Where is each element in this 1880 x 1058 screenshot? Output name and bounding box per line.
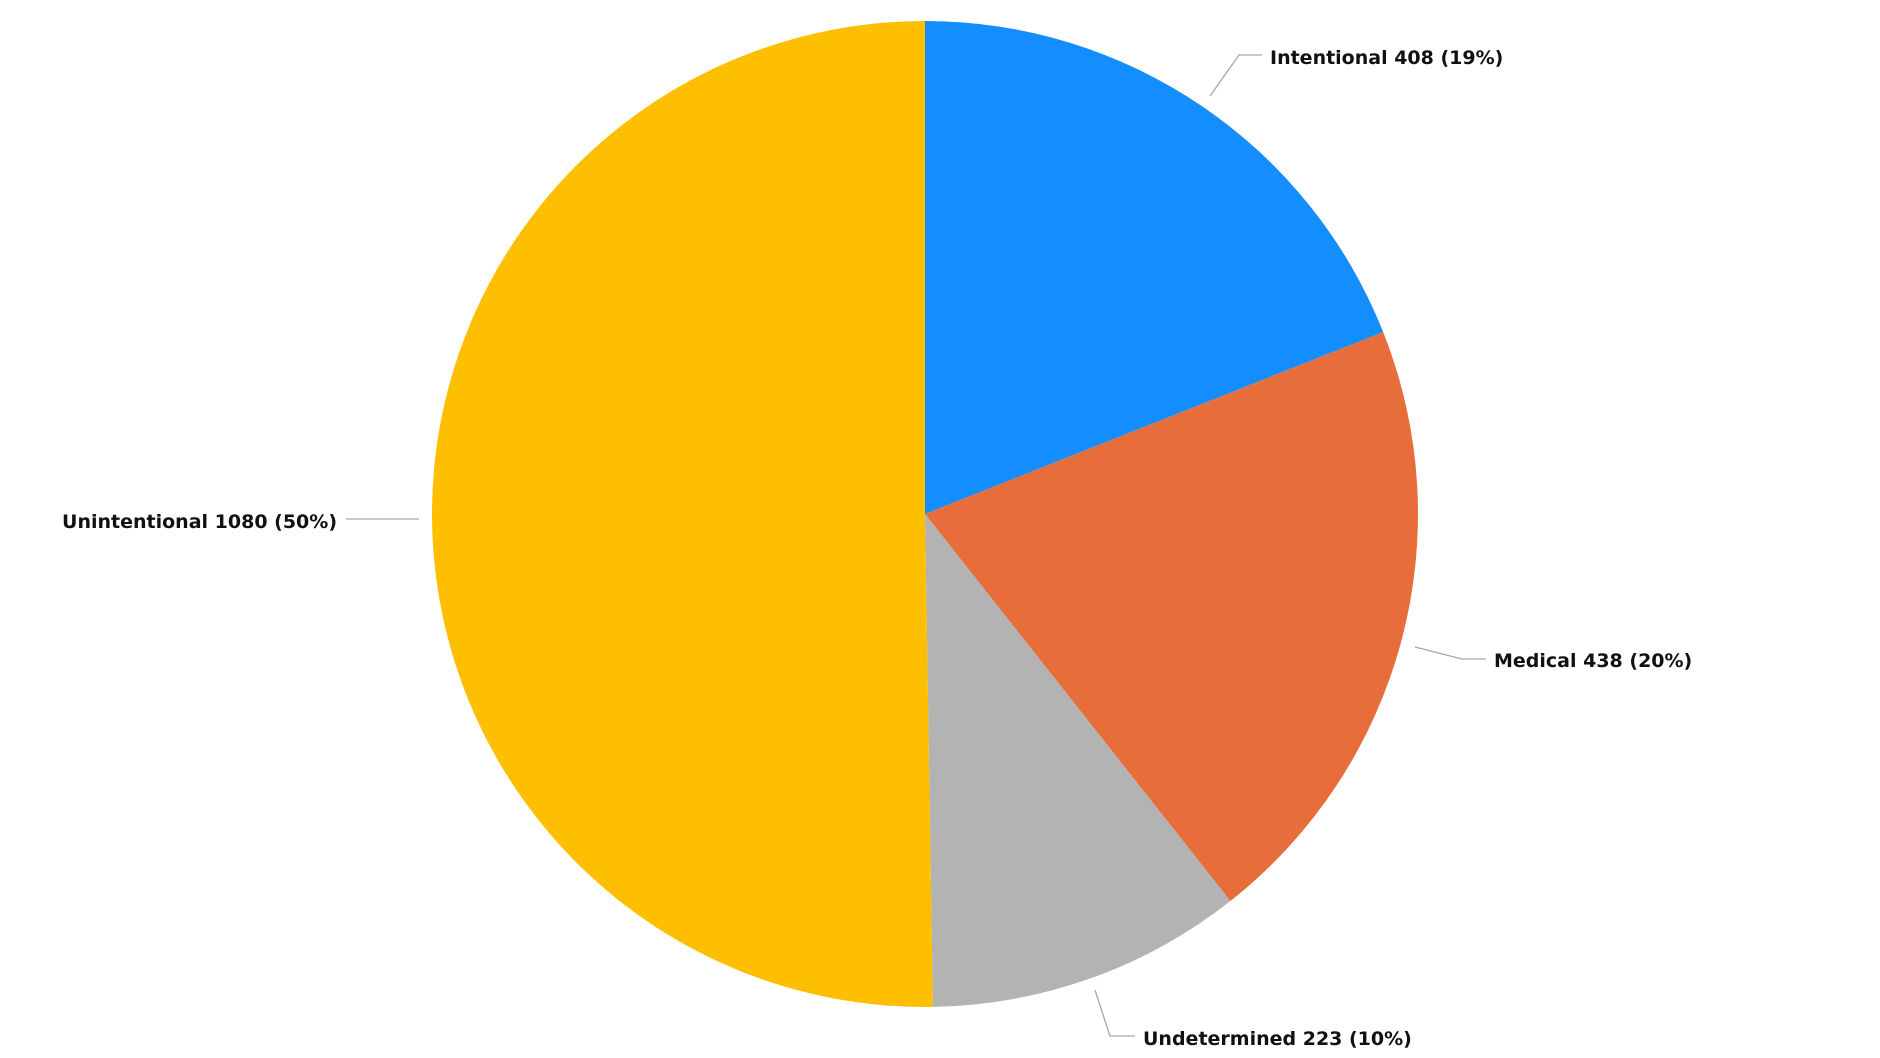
data-label-unintentional: Unintentional 1080 (50%) <box>62 511 337 533</box>
leader-lines <box>346 54 1486 1037</box>
pie-slice-undetermined <box>925 514 1231 1007</box>
leader-line-intentional <box>1209 54 1262 97</box>
pie-slice-unintentional <box>432 21 933 1008</box>
data-label-undetermined: Undetermined 223 (10%) <box>1143 1028 1412 1050</box>
data-label-medical: Medical 438 (20%) <box>1494 650 1692 672</box>
leader-line-medical <box>1414 646 1486 660</box>
pie-slice-medical <box>925 332 1418 902</box>
pie-slice-intentional <box>925 21 1384 514</box>
leader-line-undetermined <box>1094 989 1135 1037</box>
pie-slices <box>432 21 1418 1008</box>
data-label-intentional: Intentional 408 (19%) <box>1270 47 1503 69</box>
